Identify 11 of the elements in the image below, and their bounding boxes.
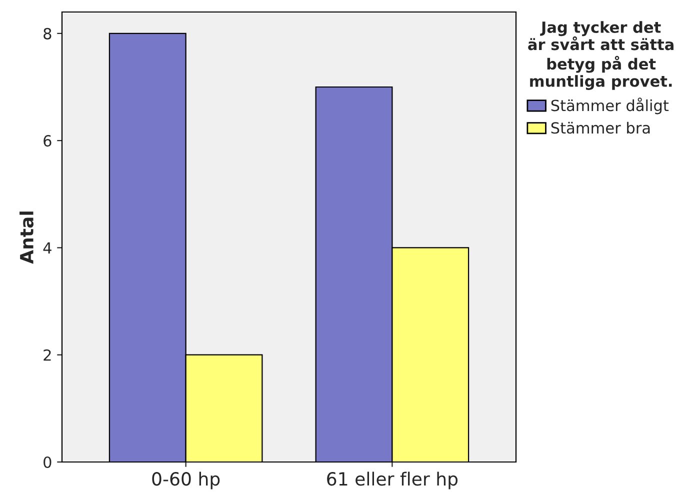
y-tick-label: 8: [44, 28, 52, 40]
y-tick-label: 2: [44, 349, 51, 361]
legend-label: Stämmer dåligt: [551, 98, 669, 114]
x-tick-label: 61 eller fler hp: [327, 472, 458, 490]
y-axis-title: Antal: [20, 212, 34, 264]
legend-title: Jag tycker det är svårt att sätta betyg på det muntliga provet.: [528, 21, 674, 90]
legend-label: Stämmer bra: [551, 122, 650, 134]
y-tick-label: 6: [44, 135, 52, 147]
y-tick-label: 0: [44, 456, 52, 468]
x-tick-label: 0-60 hp: [152, 472, 220, 490]
y-tick-label: 4: [43, 242, 52, 254]
